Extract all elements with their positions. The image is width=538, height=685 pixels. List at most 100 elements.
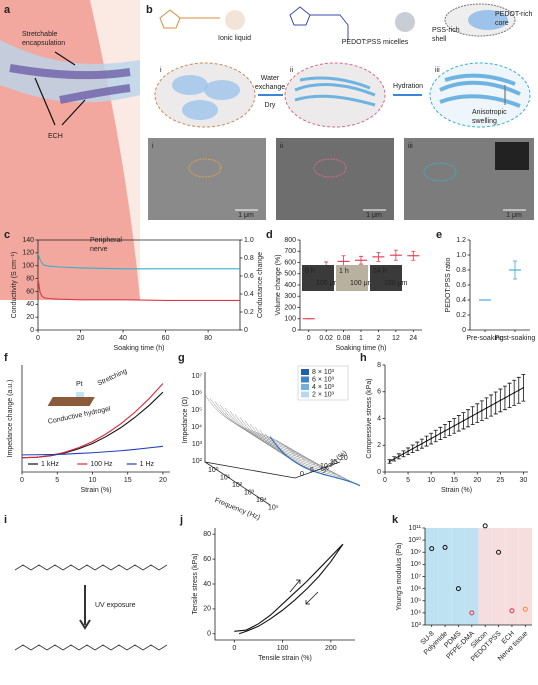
axis-title: Impedance (Ω): [182, 397, 189, 443]
point: [458, 422, 460, 425]
y-tick-label: 10¹⁰: [408, 536, 421, 544]
x-axis-title: Strain (%): [80, 487, 111, 494]
point: [490, 404, 492, 407]
category-band: [465, 528, 479, 625]
point: [471, 414, 474, 417]
annotation: nerve: [90, 246, 108, 253]
surface-line: [264, 433, 356, 484]
y-tick-label: 800: [284, 237, 296, 244]
axis-line: [384, 365, 528, 473]
point: [522, 606, 528, 612]
x-tick-label: 0: [232, 645, 236, 652]
step-label: ii: [290, 67, 294, 74]
y-tick-label: 1.2: [456, 237, 466, 244]
axis-line: [424, 528, 532, 626]
y-tick-label: 500: [284, 271, 296, 278]
sem-label: i: [152, 143, 154, 150]
x-tick-label: 200: [325, 645, 337, 652]
z-tick-label: 10: [320, 463, 328, 470]
point: [494, 402, 497, 404]
z-tick-label: 20: [340, 455, 348, 462]
y2-tick-label: 1.0: [244, 237, 254, 244]
point: [421, 442, 423, 445]
x-tick-label: 10: [89, 477, 97, 484]
surface-line: [239, 417, 331, 473]
annotation: Water: [261, 75, 280, 82]
x-tick-label: 20: [159, 477, 167, 484]
step-label: i: [160, 67, 162, 74]
panel-label: h: [360, 352, 367, 364]
panel-label: e: [436, 229, 442, 241]
point: [416, 445, 419, 447]
y-tick-label: 0.4: [456, 297, 466, 304]
x-tick-label: 0.02: [319, 335, 333, 342]
x-tick-label: 0: [20, 477, 24, 484]
inset-label: 0 h: [305, 268, 315, 275]
x-axis-title: Strain (%): [441, 487, 472, 494]
point: [439, 432, 442, 435]
point: [467, 417, 469, 420]
legend-swatch: [301, 391, 309, 398]
x-tick-label: 60: [162, 335, 170, 342]
y-tick-label: 10⁵: [410, 598, 421, 605]
y2-tick-label: 0.6: [244, 273, 254, 280]
x-tick-label: 10¹: [220, 474, 231, 481]
y-tick-label: 40: [26, 301, 34, 308]
x-tick-label: 10²: [232, 482, 243, 489]
panel-b-art: [148, 3, 534, 220]
y-tick-label: 8: [377, 362, 381, 369]
y-tick-label: 0: [292, 327, 296, 334]
y-tick-label: 10⁶: [410, 585, 421, 592]
legend-label: 2 × 10³: [312, 391, 335, 398]
panel-label: d: [266, 229, 273, 241]
x-tick-label: Pre-soaking: [466, 335, 503, 342]
axis-title: Frequency (Hz): [214, 497, 261, 522]
legend-label: 1 Hz: [140, 461, 155, 468]
annotation: UV exposure: [95, 602, 136, 609]
axis-line: [469, 240, 530, 331]
y-tick-label: 10⁹: [410, 549, 421, 556]
x-tick-label: 15: [450, 477, 458, 484]
point: [499, 399, 502, 402]
series-line: [234, 543, 344, 632]
point: [517, 389, 520, 392]
x-axis-title: Soaking time (h): [114, 345, 165, 352]
z-tick-label: 0: [300, 471, 304, 478]
x-tick-label: Post-soaking: [495, 335, 536, 342]
point: [398, 455, 400, 458]
panel-label: b: [146, 4, 153, 16]
category-band: [438, 528, 452, 625]
point: [430, 437, 432, 440]
point: [448, 427, 451, 430]
y-tick-label: 20: [203, 606, 211, 613]
annotation: core: [495, 20, 509, 27]
y-tick-label: 4: [377, 415, 381, 422]
y-tick-label: 0.6: [456, 282, 466, 289]
point: [434, 435, 437, 437]
series-line: [21, 383, 164, 459]
panel-label: a: [4, 4, 11, 16]
annotation: swelling: [472, 118, 497, 125]
y-tick-label: 140: [22, 237, 34, 244]
point: [476, 412, 479, 414]
y-tick-label: 0: [377, 469, 381, 476]
x-axis-title: Tensile strain (%): [258, 655, 312, 662]
x-tick-label: 10³: [244, 489, 255, 496]
panel-label: c: [4, 229, 10, 241]
point: [407, 450, 409, 453]
x-tick-label: 20: [77, 335, 85, 342]
y2-axis-title: Conductance change: [257, 252, 264, 318]
y-tick-label: 2: [377, 442, 381, 449]
x-tick-label: 100: [277, 645, 289, 652]
category-band: [425, 528, 439, 625]
y-tick-label: 10³: [411, 622, 422, 629]
panel-label: f: [4, 352, 8, 364]
scale-bar-label: 1 μm: [366, 212, 382, 219]
series-line: [238, 543, 344, 635]
legend-swatch: [301, 369, 309, 375]
z-tick-label: 15: [330, 459, 338, 466]
scale-bar-label: 1 μm: [238, 212, 254, 219]
point: [442, 544, 448, 550]
inset-hydrogel: [47, 397, 95, 406]
